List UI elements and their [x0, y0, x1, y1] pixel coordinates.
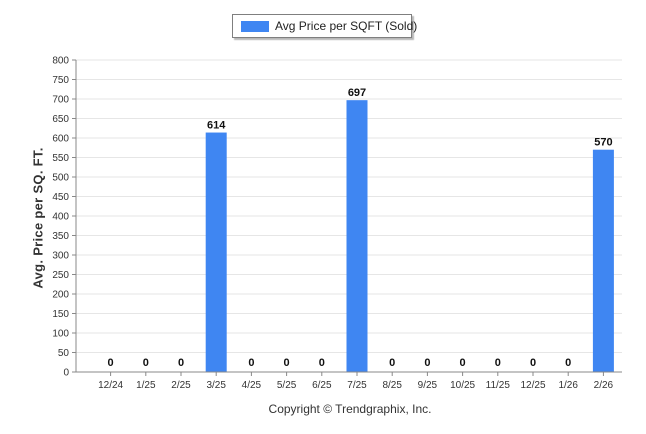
data-label: 0 — [565, 357, 571, 369]
data-label: 0 — [424, 357, 430, 369]
data-label: 0 — [284, 357, 290, 369]
data-label: 0 — [460, 357, 466, 369]
data-label: 0 — [530, 357, 536, 369]
y-tick-label: 500 — [52, 173, 69, 184]
x-tick-label: 1/25 — [136, 380, 156, 391]
bar — [346, 100, 368, 373]
data-label: 0 — [143, 357, 149, 369]
data-label: 614 — [207, 120, 226, 132]
data-label: 0 — [248, 357, 254, 369]
bar — [592, 149, 614, 372]
x-tick-label: 3/25 — [206, 380, 226, 391]
y-tick-label: 200 — [52, 290, 69, 301]
x-tick-label: 2/26 — [594, 380, 614, 391]
x-tick-label: 11/25 — [486, 380, 511, 391]
chart-legend: Avg Price per SQFT (Sold) — [232, 14, 417, 38]
y-tick-label: 750 — [52, 75, 69, 86]
x-tick-label: 8/25 — [382, 380, 402, 391]
data-label: 0 — [495, 357, 501, 369]
data-label: 0 — [178, 357, 184, 369]
y-tick-label: 550 — [52, 153, 69, 164]
y-tick-label: 250 — [52, 270, 69, 281]
y-tick-label: 100 — [52, 329, 69, 340]
x-tick-label: 5/25 — [277, 380, 297, 391]
x-tick-label: 12/24 — [98, 380, 123, 391]
x-tick-label: 2/25 — [171, 380, 191, 391]
y-tick-label: 800 — [52, 56, 69, 67]
bar — [205, 132, 227, 372]
x-tick-label: 7/25 — [347, 380, 367, 391]
y-tick-label: 300 — [52, 251, 69, 262]
x-tick-label: 10/25 — [450, 380, 475, 391]
legend-label: Avg Price per SQFT (Sold) — [275, 19, 418, 33]
data-label: 570 — [594, 137, 612, 149]
x-tick-label: 9/25 — [418, 380, 438, 391]
y-tick-label: 50 — [58, 348, 70, 359]
data-label: 697 — [348, 87, 366, 99]
y-tick-label: 150 — [52, 309, 69, 320]
y-axis-title: Avg. Price per SQ. FT. — [30, 147, 46, 289]
data-label: 0 — [389, 357, 395, 369]
x-tick-label: 12/25 — [520, 380, 545, 391]
data-label: 0 — [108, 357, 114, 369]
legend-swatch — [241, 21, 269, 32]
y-tick-label: 450 — [52, 192, 69, 203]
y-tick-label: 400 — [52, 212, 69, 223]
copyright-footer: Copyright © Trendgraphix, Inc. — [268, 402, 432, 416]
x-tick-label: 6/25 — [312, 380, 332, 391]
y-tick-label: 700 — [52, 95, 69, 106]
y-tick-label: 600 — [52, 134, 69, 145]
y-tick-label: 0 — [63, 368, 69, 379]
data-label: 0 — [319, 357, 325, 369]
y-tick-label: 350 — [52, 231, 69, 242]
x-tick-label: 1/26 — [558, 380, 578, 391]
y-tick-label: 650 — [52, 114, 69, 125]
x-tick-label: 4/25 — [242, 380, 262, 391]
